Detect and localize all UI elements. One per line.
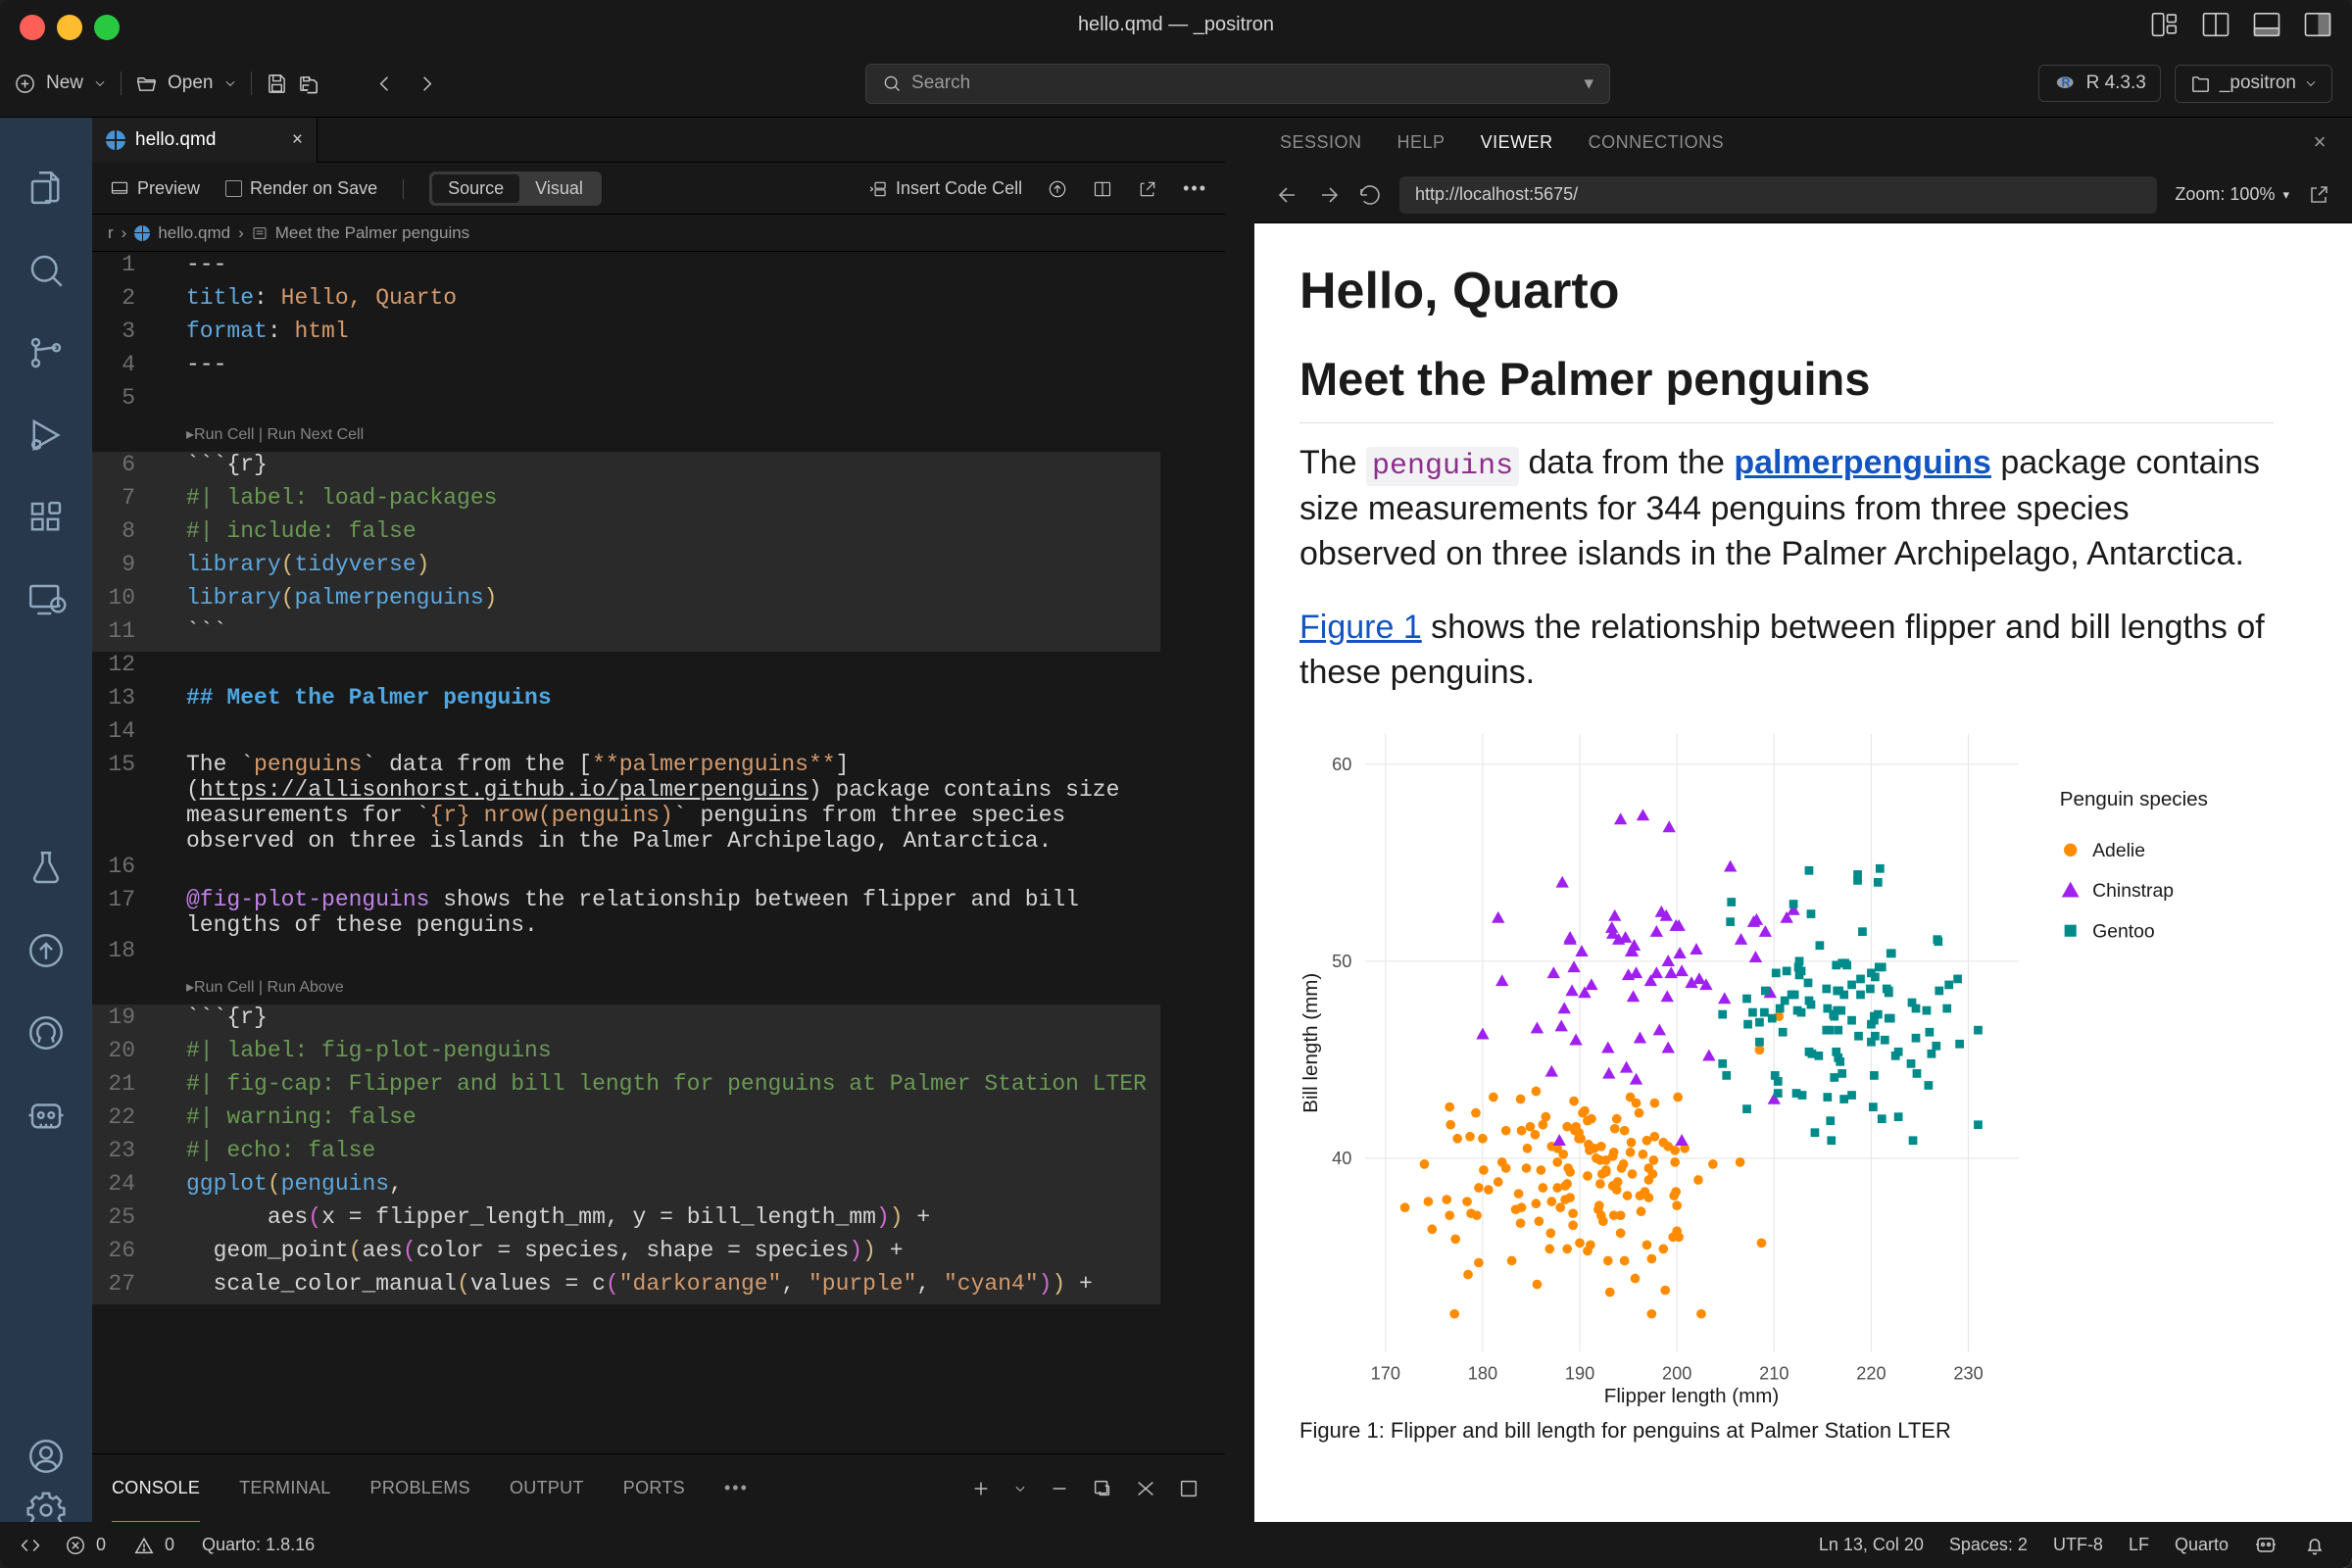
- svg-text:210: 210: [1759, 1364, 1788, 1384]
- svg-text:Adelie: Adelie: [2092, 840, 2145, 861]
- svg-text:180: 180: [1468, 1364, 1497, 1384]
- svg-text:190: 190: [1565, 1364, 1594, 1384]
- svg-text:230: 230: [1953, 1364, 1983, 1384]
- svg-text:Bill length (mm): Bill length (mm): [1299, 973, 1322, 1113]
- svg-text:R: R: [2061, 75, 2070, 89]
- svg-text:60: 60: [1332, 755, 1351, 774]
- svg-text:Chinstrap: Chinstrap: [2092, 880, 2174, 902]
- svg-text:170: 170: [1371, 1364, 1400, 1384]
- svg-text:50: 50: [1332, 952, 1351, 971]
- svg-text:Flipper length (mm): Flipper length (mm): [1604, 1385, 1780, 1407]
- svg-text:Penguin species: Penguin species: [2060, 788, 2208, 810]
- svg-text:40: 40: [1332, 1149, 1351, 1168]
- svg-text:Gentoo: Gentoo: [2092, 921, 2155, 943]
- svg-text:220: 220: [1856, 1364, 1886, 1384]
- svg-text:200: 200: [1662, 1364, 1691, 1384]
